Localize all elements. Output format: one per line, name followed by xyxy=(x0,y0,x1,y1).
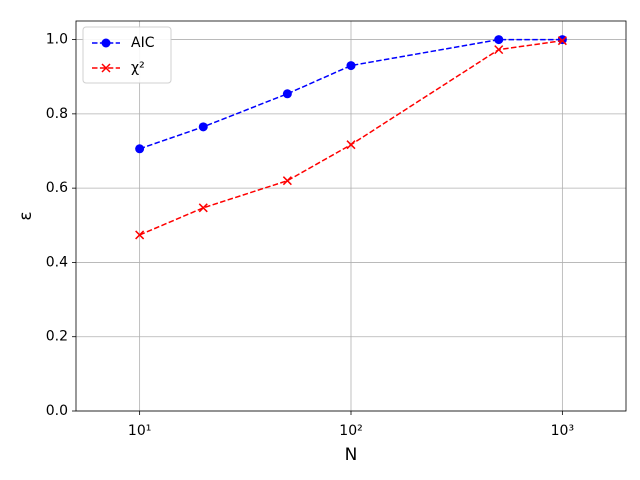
data-point xyxy=(557,35,567,45)
data-point xyxy=(346,140,356,150)
marker-shape xyxy=(135,230,145,240)
y-tick-label: 1.0 xyxy=(46,32,68,48)
data-point xyxy=(198,122,208,132)
y-tick-label: 0.6 xyxy=(46,180,68,196)
marker-shape xyxy=(346,140,356,150)
marker-shape xyxy=(557,36,567,46)
data-point xyxy=(494,45,504,55)
marker-shape xyxy=(101,63,111,73)
data-point xyxy=(135,144,145,154)
legend-label: AIC xyxy=(131,35,155,51)
y-axis-label: ε xyxy=(16,211,36,220)
series-line xyxy=(139,39,563,236)
x-tick-label: 10³ xyxy=(551,423,574,439)
marker-shape xyxy=(282,176,292,186)
data-point xyxy=(198,203,208,213)
data-point xyxy=(135,230,145,240)
data-point xyxy=(557,36,567,46)
legend-label: χ² xyxy=(131,60,145,76)
series-line xyxy=(139,38,563,150)
legend-marker xyxy=(101,38,111,48)
marker-shape xyxy=(198,203,208,213)
legend-box xyxy=(82,26,172,84)
plot-frame xyxy=(75,20,627,412)
y-tick-label: 0.2 xyxy=(46,329,68,345)
x-tick-label: 10² xyxy=(339,423,362,439)
data-point xyxy=(282,89,292,99)
legend-marker xyxy=(101,63,111,73)
data-point xyxy=(346,61,356,71)
y-tick-label: 0.0 xyxy=(46,403,68,419)
x-axis-label: N xyxy=(345,445,358,465)
y-tick-label: 0.4 xyxy=(46,254,68,270)
x-tick-label: 10¹ xyxy=(128,423,151,439)
data-point xyxy=(282,176,292,186)
marker-shape xyxy=(494,45,504,55)
data-point xyxy=(494,35,504,45)
y-tick-label: 0.8 xyxy=(46,106,68,122)
